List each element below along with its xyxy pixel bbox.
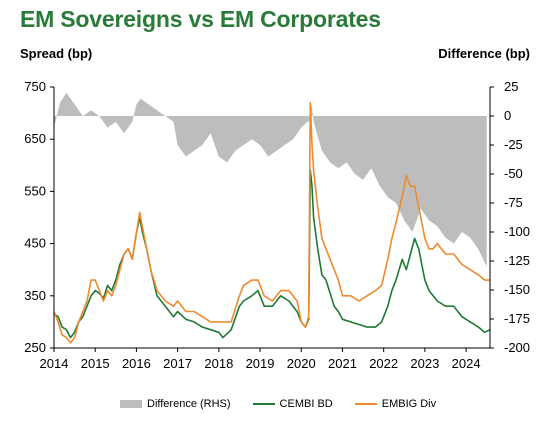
- lines-layer: [53, 101, 491, 344]
- series-difference-area: [54, 92, 487, 267]
- x-tick-label: 2017: [163, 356, 192, 371]
- series-embig-line: [53, 101, 490, 344]
- x-tick-label: 2018: [204, 356, 233, 371]
- right-tick-label: -75: [504, 195, 523, 210]
- x-tick-label: 2022: [369, 356, 398, 371]
- left-tick-label: 250: [24, 340, 46, 355]
- difference-area-layer: [54, 92, 487, 267]
- left-axis-title: Spread (bp): [20, 46, 93, 61]
- series-cembi-line: [53, 169, 491, 339]
- right-tick-label: -200: [504, 340, 530, 355]
- x-tick-label: 2023: [410, 356, 439, 371]
- right-tick-label: 0: [504, 108, 511, 123]
- left-tick-label: 550: [24, 183, 46, 198]
- right-tick-label: -50: [504, 166, 523, 181]
- right-tick-label: -150: [504, 282, 530, 297]
- left-tick-label: 350: [24, 288, 46, 303]
- left-tick-label: 450: [24, 236, 46, 251]
- x-tick-label: 2020: [287, 356, 316, 371]
- legend-swatch-cembi: [252, 403, 275, 405]
- legend-item-difference: Difference (RHS): [120, 398, 231, 410]
- x-tick-label: 2014: [40, 356, 69, 371]
- legend: Difference (RHS) CEMBI BD EMBIG Div: [120, 398, 458, 410]
- x-tick-label: 2021: [328, 356, 357, 371]
- legend-label-embig: EMBIG Div: [381, 398, 437, 410]
- legend-swatch-embig: [354, 403, 377, 405]
- x-tick-label: 2016: [122, 356, 151, 371]
- legend-label-difference: Difference (RHS): [147, 398, 231, 410]
- legend-label-cembi: CEMBI BD: [279, 398, 333, 410]
- x-tick-label: 2015: [81, 356, 110, 371]
- legend-swatch-difference: [120, 400, 142, 408]
- right-tick-label: -100: [504, 224, 530, 239]
- right-tick-label: -125: [504, 253, 530, 268]
- x-tick-label: 2024: [452, 356, 481, 371]
- legend-item-embig: EMBIG Div: [354, 398, 437, 410]
- left-tick-label: 750: [24, 79, 46, 94]
- chart-title: EM Sovereigns vs EM Corporates: [20, 6, 381, 32]
- right-axis-title: Difference (bp): [438, 46, 530, 61]
- left-tick-label: 650: [24, 131, 46, 146]
- x-tick-label: 2019: [246, 356, 275, 371]
- right-tick-label: -175: [504, 311, 530, 326]
- right-tick-label: 25: [504, 79, 518, 94]
- right-tick-label: -25: [504, 137, 523, 152]
- legend-item-cembi: CEMBI BD: [252, 398, 333, 410]
